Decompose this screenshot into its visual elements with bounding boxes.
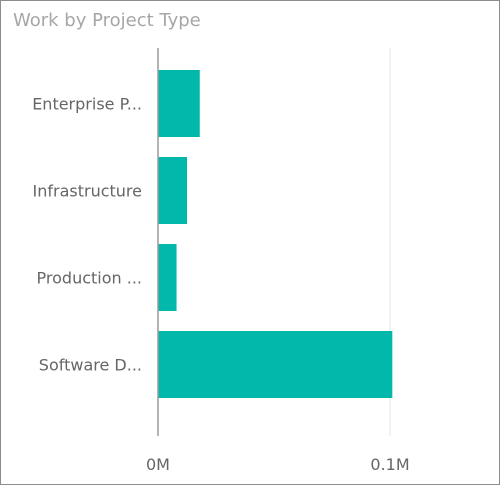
bar-2[interactable] <box>158 244 177 311</box>
x-tick-label-0: 0M <box>146 455 170 474</box>
category-label-2: Production ... <box>37 269 142 288</box>
category-label-0: Enterprise P... <box>32 95 142 114</box>
x-tick-label-1: 0.1M <box>370 455 409 474</box>
category-label-1: Infrastructure <box>33 182 142 201</box>
chart-title: Work by Project Type <box>13 10 201 31</box>
bar-1[interactable] <box>158 157 187 224</box>
bar-3[interactable] <box>158 331 393 398</box>
bar-0[interactable] <box>158 70 200 137</box>
category-label-3: Software D... <box>39 356 142 375</box>
